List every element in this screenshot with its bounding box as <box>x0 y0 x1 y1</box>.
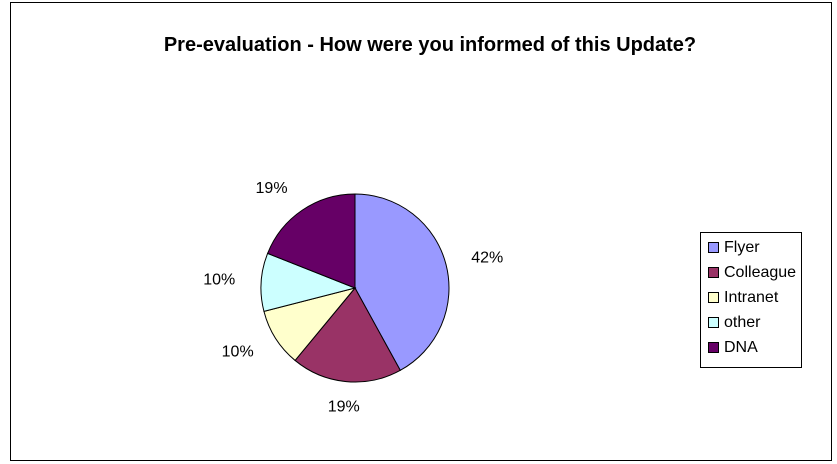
legend-swatch <box>708 317 719 328</box>
legend-swatch <box>708 292 719 303</box>
legend-label: Colleague <box>724 264 796 281</box>
data-label: 19% <box>328 399 360 416</box>
chart-title: Pre-evaluation - How were you informed o… <box>163 34 697 56</box>
legend-label: Intranet <box>724 289 779 306</box>
legend-swatch <box>708 242 719 253</box>
legend-label: DNA <box>724 339 758 356</box>
data-label: 10% <box>222 344 254 361</box>
legend-swatch <box>708 342 719 353</box>
data-label: 42% <box>471 249 503 266</box>
data-label: 10% <box>203 272 235 289</box>
legend-label: other <box>724 314 761 331</box>
pie-slice <box>354 193 450 372</box>
legend-swatch <box>708 267 719 278</box>
legend-label: Flyer <box>724 239 760 256</box>
data-label: 19% <box>256 180 288 197</box>
pie-slice <box>266 193 356 289</box>
pie-slice <box>294 287 401 383</box>
